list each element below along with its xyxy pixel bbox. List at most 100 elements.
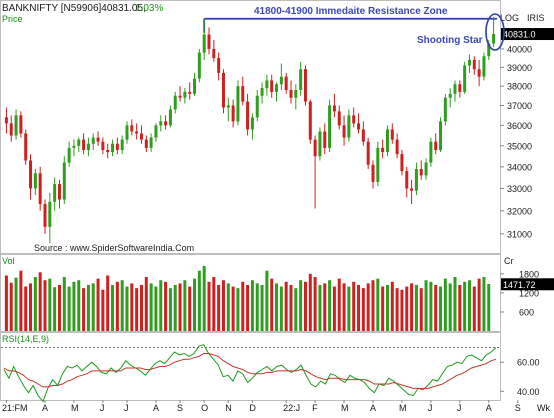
volume-bar: [279, 286, 283, 331]
rsi-tick-label: 40.00: [517, 387, 540, 397]
volume-bar: [366, 283, 370, 331]
price-tick-label: 38000: [507, 82, 532, 92]
candle-body: [72, 145, 76, 148]
price-tick-label: 37000: [507, 101, 532, 111]
volume-bar: [255, 283, 259, 331]
volume-bar: [9, 282, 13, 331]
candle-body: [270, 80, 274, 92]
volume-bar: [472, 286, 476, 331]
volume-tick-label: 600: [519, 307, 534, 317]
volume-bar: [371, 280, 375, 331]
candle-body: [168, 109, 172, 126]
candle-body: [14, 115, 18, 136]
x-tick-label: A: [42, 403, 48, 413]
candle-body: [458, 84, 462, 92]
rsi-average-line: [3, 353, 497, 389]
volume-bar: [120, 280, 124, 331]
x-tick-label: S: [515, 403, 521, 413]
resistance-annotation: 41800-41900 Immedaite Resistance Zone: [254, 6, 448, 17]
volume-bar: [313, 277, 317, 331]
iris-toggle[interactable]: IRIS: [527, 13, 545, 23]
volume-bar: [284, 281, 288, 331]
volume-bar: [217, 284, 221, 331]
candle-body: [144, 139, 148, 148]
candle-body: [173, 95, 177, 110]
rsi-line: [3, 344, 497, 403]
volume-bar: [91, 283, 95, 331]
volume-bar: [405, 286, 409, 331]
candle-body: [43, 204, 47, 227]
volume-bar: [337, 278, 341, 331]
candle-body: [217, 58, 221, 73]
price-tick-label: 40000: [507, 44, 532, 54]
candle-body: [328, 105, 332, 148]
price-tick-label: 36000: [507, 121, 532, 131]
period-label: Wk: [537, 403, 550, 413]
candle-body: [318, 131, 322, 157]
volume-bar: [463, 281, 467, 331]
volume-bar: [106, 275, 110, 331]
volume-bar: [202, 265, 206, 331]
symbol-title: BANKNIFTY [N59906]40831.05,: [2, 3, 146, 14]
x-tick-label: N: [225, 403, 232, 413]
candle-body: [202, 34, 206, 53]
candle-body: [231, 105, 235, 122]
last-volume-label: 1471.72: [503, 280, 536, 290]
volume-bar: [453, 277, 457, 331]
candle-body: [419, 168, 423, 176]
price-tick-label: 34000: [507, 162, 532, 172]
volume-bar: [323, 283, 327, 331]
price-tick-label: 31000: [507, 229, 532, 239]
volume-bars: [4, 265, 491, 331]
candle-body: [487, 43, 491, 57]
volume-bar: [342, 283, 346, 331]
price-panel-frame: [0, 0, 501, 254]
volume-bar: [111, 284, 115, 331]
candle-body: [86, 143, 90, 150]
volume-bar: [308, 273, 312, 331]
volume-bar: [101, 289, 105, 331]
log-toggle[interactable]: LOG: [500, 13, 519, 23]
x-tick-label: A: [370, 403, 376, 413]
candle-body: [357, 123, 361, 130]
x-tick-label: A: [486, 403, 492, 413]
volume-bar: [72, 281, 76, 331]
volume-bar: [154, 286, 158, 331]
volume-bar: [328, 280, 332, 331]
candle-body: [139, 133, 143, 140]
candle-body: [308, 101, 312, 140]
volume-bar: [381, 286, 385, 331]
volume-bar: [144, 277, 148, 331]
volume-bar: [115, 281, 119, 331]
candle-body: [130, 125, 134, 132]
volume-bar: [443, 278, 447, 331]
volume-bar: [303, 281, 307, 331]
candle-body: [246, 101, 250, 130]
shooting-star-highlight: [485, 13, 505, 51]
candle-body: [154, 125, 158, 138]
x-tick-label: O: [201, 403, 208, 413]
candle-body: [236, 86, 240, 122]
volume-bar: [241, 281, 245, 331]
volume-bar: [467, 280, 471, 331]
candle-body: [193, 78, 197, 94]
candle-body: [111, 143, 115, 153]
candle-body: [125, 125, 129, 140]
volume-bar: [424, 280, 428, 331]
candle-body: [53, 184, 57, 202]
volume-bar: [361, 288, 365, 331]
candle-body: [19, 115, 23, 134]
candle-body: [347, 115, 351, 138]
volume-bar: [193, 278, 197, 331]
volume-bar: [275, 283, 279, 331]
volume-bar: [164, 281, 168, 331]
candle-body: [62, 162, 66, 200]
candle-body: [221, 72, 225, 108]
candle-body: [279, 76, 283, 85]
candle-body: [159, 121, 163, 126]
volume-bar: [231, 286, 235, 331]
rsi-lines: [3, 344, 497, 403]
candle-body: [188, 91, 192, 94]
volume-bar: [207, 281, 211, 331]
